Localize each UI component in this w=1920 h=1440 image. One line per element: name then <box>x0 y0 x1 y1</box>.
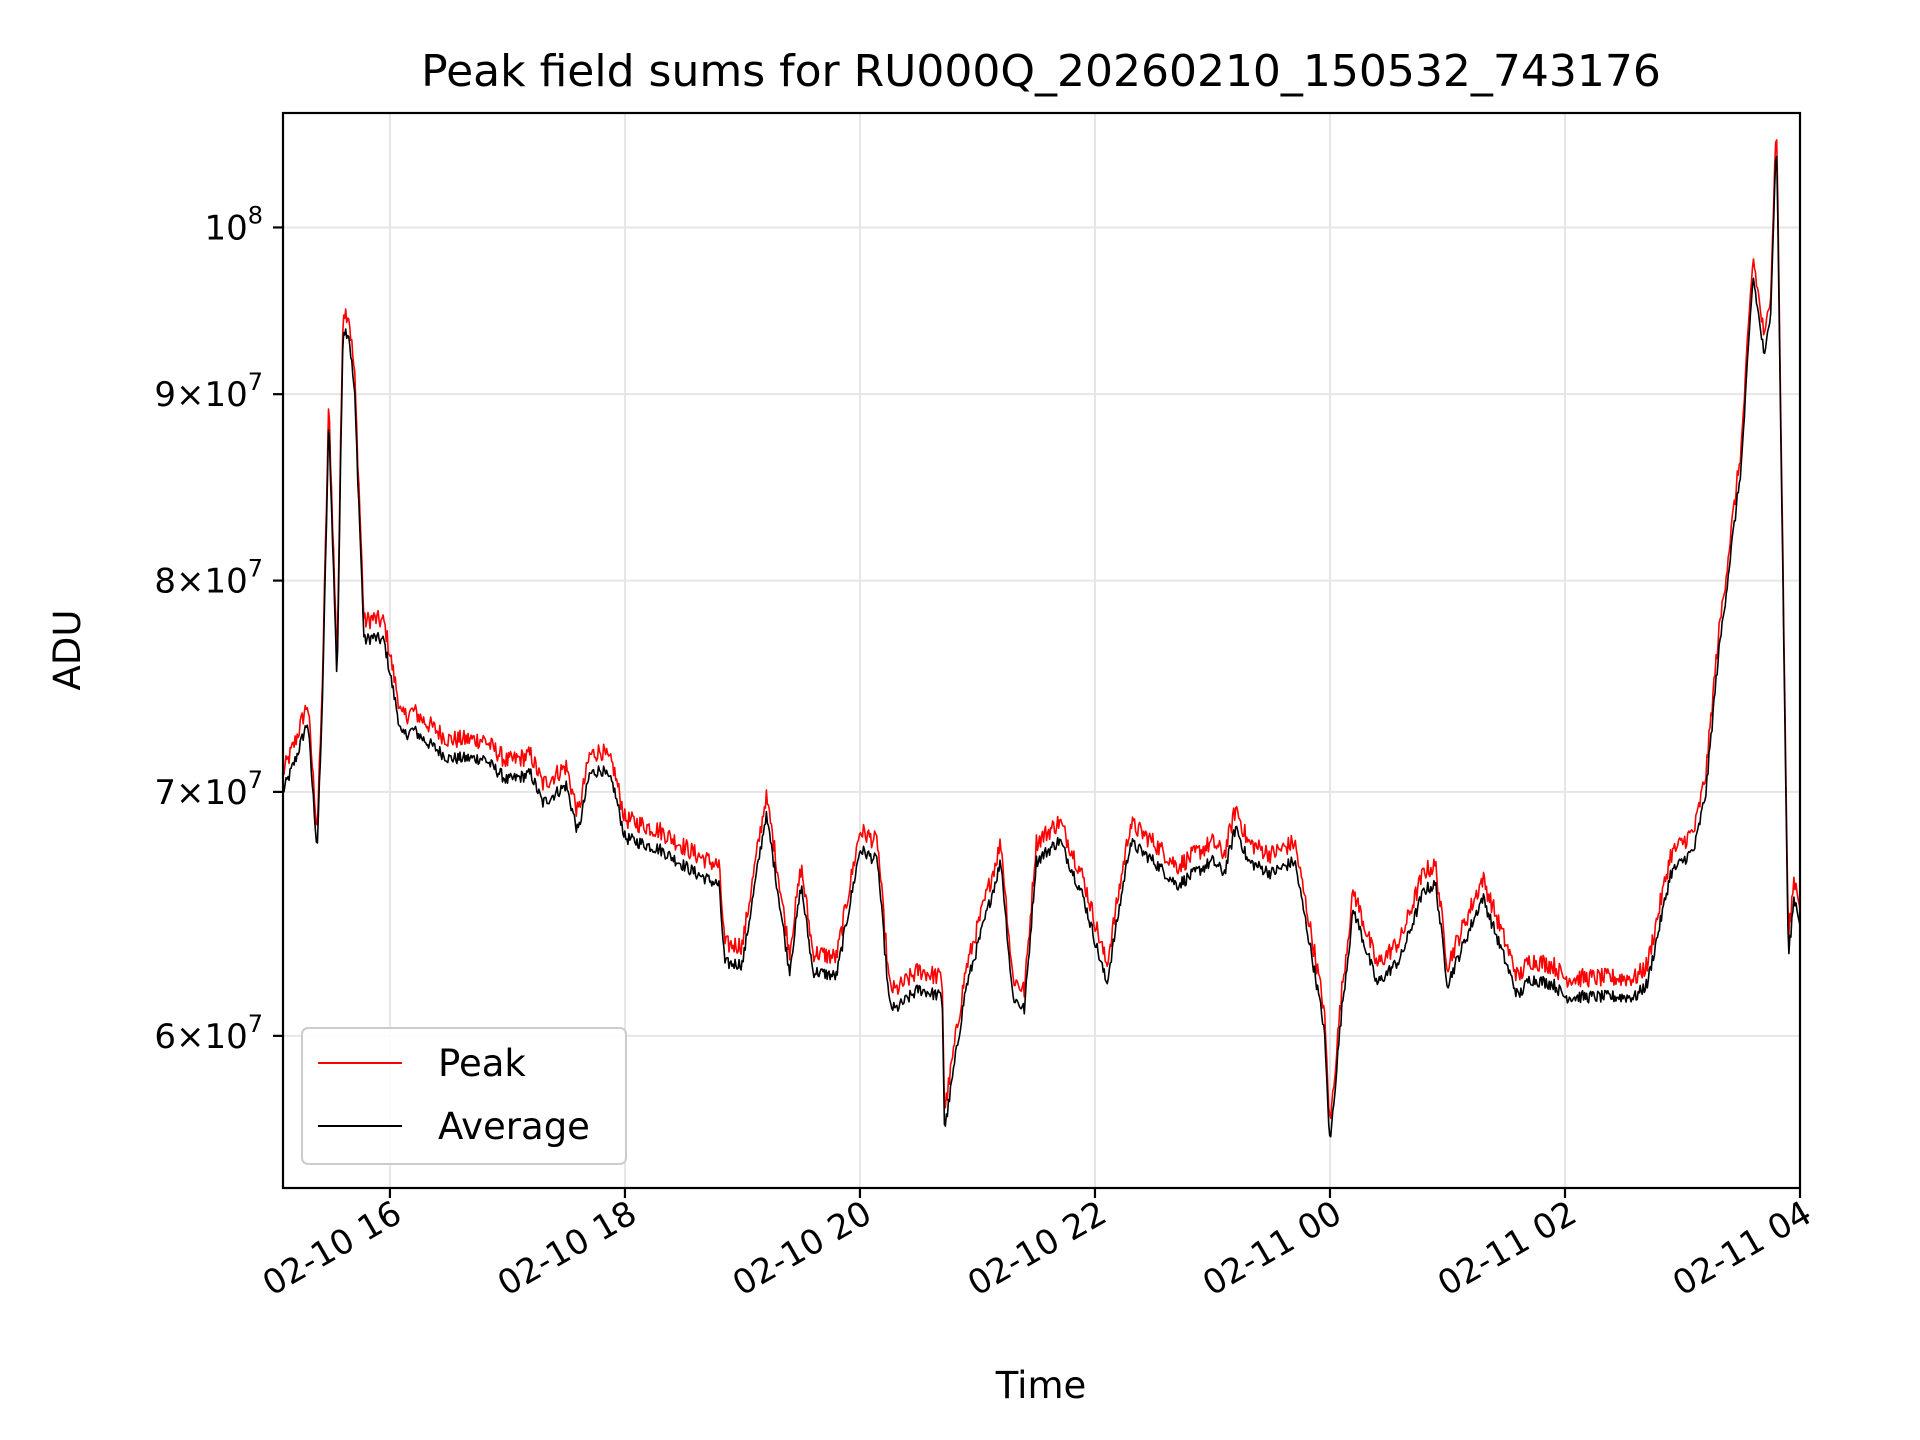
x-tick-label: 02-10 22 <box>961 1193 1113 1304</box>
grid-layer <box>283 113 1801 1188</box>
x-tick-label: 02-10 16 <box>256 1193 408 1304</box>
x-tick-label: 02-11 02 <box>1431 1193 1583 1304</box>
y-tick-label: 8×107 <box>154 555 263 602</box>
plot-frame <box>281 111 1802 1190</box>
x-axis: 02-10 16 02-10 18 02-10 20 02-10 22 02-11 00… <box>256 1188 1819 1304</box>
y-tick-label: 108 <box>204 201 263 248</box>
chart-title: Peak field sums for RU000Q_20260210_1505… <box>421 46 1661 97</box>
legend-label-peak: Peak <box>438 1042 526 1085</box>
x-axis-label: Time <box>995 1364 1087 1407</box>
series-line-average <box>282 155 1801 1138</box>
y-tick-label: 7×107 <box>154 766 263 813</box>
x-tick-label: 02-10 20 <box>726 1193 878 1304</box>
x-tick-label: 02-11 04 <box>1666 1193 1818 1304</box>
series-layer <box>282 139 1801 1138</box>
x-tick-label: 02-11 00 <box>1196 1193 1348 1304</box>
x-tick-label: 02-10 18 <box>491 1193 643 1304</box>
series-line-peak <box>282 139 1801 1119</box>
y-axis-label: ADU <box>46 610 89 691</box>
y-axis: 6×107 7×107 8×107 9×107 108 <box>154 201 283 1057</box>
y-tick-label: 6×107 <box>154 1010 263 1057</box>
legend: Peak Average <box>301 1027 627 1165</box>
y-tick-label: 9×107 <box>154 368 263 415</box>
legend-label-average: Average <box>438 1105 590 1148</box>
